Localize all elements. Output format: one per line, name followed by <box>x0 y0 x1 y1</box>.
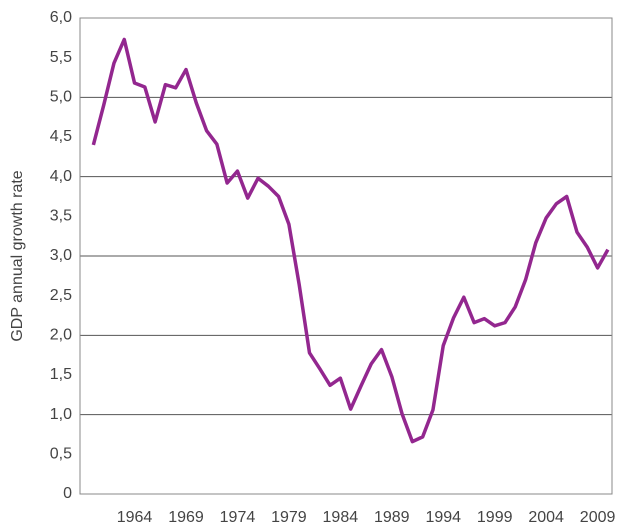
y-axis-label: GDP annual growth rate <box>9 170 26 341</box>
x-tick-label: 1984 <box>323 509 359 526</box>
x-tick-label: 1994 <box>425 509 461 526</box>
x-tick-label: 1964 <box>117 509 153 526</box>
y-tick-label: 1,0 <box>50 406 72 423</box>
y-tick-label: 5,5 <box>50 49 72 66</box>
y-tick-label: 2,0 <box>50 327 72 344</box>
y-tick-label: 4,0 <box>50 168 72 185</box>
y-tick-label: 3,5 <box>50 208 72 225</box>
y-tick-label: 0 <box>63 485 72 502</box>
line <box>91 37 610 444</box>
y-tick-label: 5,0 <box>50 89 72 106</box>
y-tick-label: 2,5 <box>50 287 72 304</box>
x-tick-label: 1989 <box>374 509 410 526</box>
x-tick-label: 1969 <box>168 509 204 526</box>
x-tick-label: 1999 <box>477 509 513 526</box>
y-tick-label: 4,5 <box>50 128 72 145</box>
y-tick-label: 6,0 <box>50 9 72 26</box>
x-tick-label: 2009 <box>580 509 616 526</box>
y-tick-label: 3,0 <box>50 247 72 264</box>
x-tick-label: 1979 <box>271 509 307 526</box>
y-tick-label: 1,5 <box>50 366 72 383</box>
x-tick-label: 2004 <box>528 509 564 526</box>
y-tick-label: 0,5 <box>50 446 72 463</box>
plot-frame <box>79 17 613 495</box>
x-tick-label: 1974 <box>220 509 256 526</box>
